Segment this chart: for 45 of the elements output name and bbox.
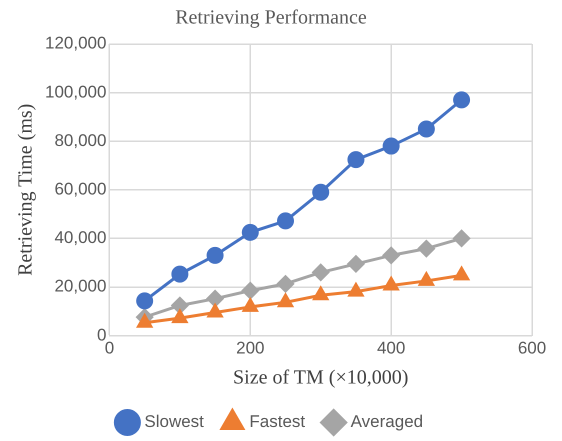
point [171, 296, 188, 314]
y-tick-label: 80,000 [54, 130, 106, 150]
point [382, 138, 400, 155]
legend-label: Slowest [144, 412, 204, 432]
legend-label: Averaged [350, 412, 424, 432]
point [278, 294, 294, 308]
point [348, 283, 364, 297]
point [277, 212, 294, 230]
point [172, 310, 188, 324]
point [136, 292, 154, 310]
point [347, 255, 364, 272]
point [347, 151, 364, 168]
point [418, 120, 435, 138]
y-axis-title: Retrieving Time (ms) [14, 104, 36, 276]
y-tick-label: 40,000 [54, 228, 106, 248]
y-tick-label: 0 [96, 325, 106, 344]
point [277, 275, 294, 292]
point [137, 314, 152, 328]
point [312, 264, 330, 281]
x-axis-title: Size of TM (×10,000) [233, 366, 408, 388]
chart-title: Retrieving Performance [175, 6, 367, 28]
y-tick-label: 20,000 [54, 276, 106, 296]
point [206, 290, 224, 308]
y-tick-label: 120,000 [45, 34, 106, 53]
point [312, 184, 330, 201]
y-tick-label: 100,000 [45, 82, 106, 102]
point [171, 266, 188, 283]
legend-label: Fastest [249, 412, 306, 432]
point [454, 266, 470, 280]
point [453, 91, 470, 108]
point [242, 282, 259, 300]
point [453, 230, 470, 247]
y-tick-label: 60,000 [54, 179, 106, 198]
point [242, 224, 259, 241]
point [382, 246, 400, 264]
point [418, 240, 435, 258]
point [313, 286, 328, 300]
point [384, 277, 399, 291]
point [208, 304, 223, 318]
x-tick-label: 200 [236, 338, 264, 358]
x-tick-label: 400 [376, 338, 406, 358]
point [242, 298, 258, 312]
point [206, 246, 224, 264]
x-tick-label: 600 [518, 338, 546, 358]
point [418, 272, 434, 286]
